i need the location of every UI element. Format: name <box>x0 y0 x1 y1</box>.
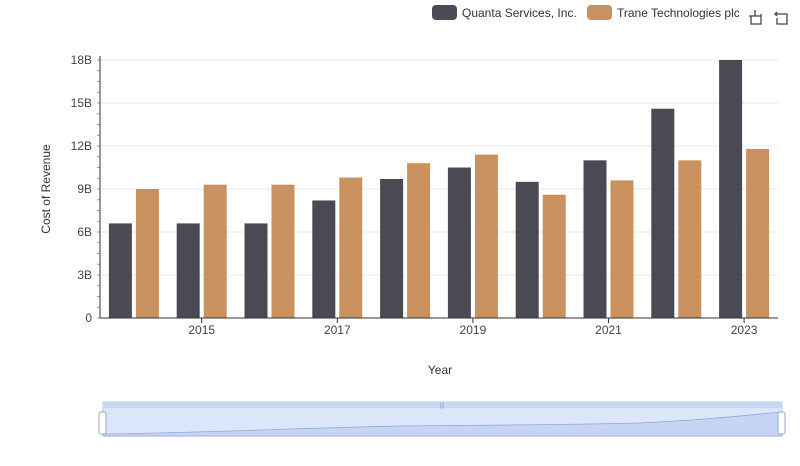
y-axis-title: Cost of Revenue <box>39 144 53 234</box>
bar-quanta-services-inc-2019[interactable] <box>447 167 471 319</box>
slider-preview-line <box>102 411 783 437</box>
y-tick-label: 18B <box>71 53 92 67</box>
bar-trane-technologies-plc-2021[interactable] <box>610 180 634 318</box>
legend-item-1[interactable]: Quanta Services, Inc. <box>432 5 577 20</box>
bar-quanta-services-inc-2022[interactable] <box>651 108 675 318</box>
legend-swatch <box>432 5 457 20</box>
grid-lines <box>100 59 778 319</box>
x-tick-label: 2015 <box>188 323 215 337</box>
zoom-icon[interactable] <box>749 10 762 25</box>
x-tick-label: 2017 <box>324 323 351 337</box>
bar-trane-technologies-plc-2016[interactable] <box>271 184 295 318</box>
bar-trane-technologies-plc-2017[interactable] <box>339 177 363 318</box>
bar-quanta-services-inc-2018[interactable] <box>380 178 404 318</box>
bar-trane-technologies-plc-2020[interactable] <box>542 194 566 318</box>
slider-top-bar[interactable] <box>103 402 782 408</box>
y-tick-label: 3B <box>77 268 92 282</box>
x-tick-label: 2021 <box>595 323 622 337</box>
legend-label: Quanta Services, Inc. <box>462 6 577 20</box>
y-tick-label: 6B <box>77 225 92 239</box>
x-tick-label: 2019 <box>460 323 487 337</box>
x-tick-label: 2023 <box>731 323 758 337</box>
slider-handle-right[interactable] <box>777 411 786 435</box>
slider-grip[interactable]: ||| <box>440 403 445 409</box>
bar-quanta-services-inc-2020[interactable] <box>515 181 539 318</box>
bar-quanta-services-inc-2014[interactable] <box>108 223 132 318</box>
bar-quanta-services-inc-2021[interactable] <box>583 160 607 318</box>
reset-zoom-icon[interactable] <box>774 11 788 25</box>
y-tick-label: 9B <box>77 182 92 196</box>
legend-label: Trane Technologies plc <box>617 6 740 20</box>
bar-trane-technologies-plc-2019[interactable] <box>474 154 498 318</box>
y-tick-label: 12B <box>71 139 92 153</box>
bar-trane-technologies-plc-2014[interactable] <box>135 189 159 318</box>
legend-item-2[interactable]: Trane Technologies plc <box>587 5 740 20</box>
bars <box>108 60 770 319</box>
bar-trane-technologies-plc-2018[interactable] <box>407 163 431 318</box>
bar-quanta-services-inc-2017[interactable] <box>312 200 336 318</box>
bar-trane-technologies-plc-2023[interactable] <box>746 148 770 318</box>
data-zoom-slider[interactable]: ||| <box>98 401 786 437</box>
axes: 0 3B 6B 9B 12B 15B 18B 2015 2017 2019 2021 2023 <box>71 53 778 337</box>
bar-quanta-services-inc-2023[interactable] <box>719 60 743 318</box>
slider-handle-left[interactable] <box>98 411 107 435</box>
bar-trane-technologies-plc-2015[interactable] <box>203 184 227 318</box>
y-tick-label: 15B <box>71 96 92 110</box>
bar-quanta-services-inc-2015[interactable] <box>176 223 200 318</box>
legend-swatch <box>587 5 612 20</box>
legend[interactable]: Quanta Services, Inc. Trane Technologies … <box>432 5 740 20</box>
bar-trane-technologies-plc-2022[interactable] <box>678 160 702 318</box>
x-axis-title: Year <box>428 363 452 377</box>
y-tick-label: 0 <box>85 311 92 325</box>
bar-quanta-services-inc-2016[interactable] <box>244 223 268 318</box>
